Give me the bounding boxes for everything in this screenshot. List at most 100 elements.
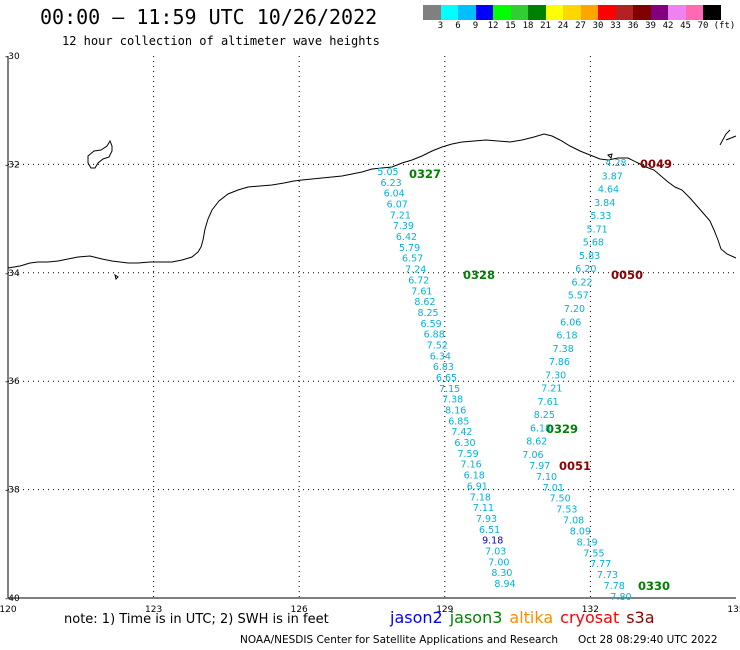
swh-value: 6.20 (575, 264, 596, 275)
swh-value: 7.18 (470, 492, 491, 503)
swh-value: 8.25 (534, 410, 555, 421)
color-scale-bar (423, 5, 721, 20)
legend-entry: s3a (626, 608, 655, 627)
map-frame (7, 56, 736, 599)
kangaroo-island (87, 139, 113, 169)
pass-time-label: 0050 (611, 268, 643, 282)
color-scale-label: 70 (697, 21, 709, 31)
swh-value: 7.61 (411, 286, 432, 297)
swh-value: 7.00 (488, 557, 509, 568)
swh-value: 7.20 (564, 304, 585, 315)
swh-value: 8.09 (570, 526, 591, 537)
color-swatch (510, 5, 528, 20)
color-swatch (475, 5, 493, 20)
lat-lon-grid (8, 56, 736, 598)
color-scale-label: 27 (575, 21, 586, 31)
generated-timestamp: Oct 28 08:29:40 UTC 2022 (578, 634, 718, 646)
swh-value: 6.59 (421, 319, 442, 330)
swh-value: 9.18 (482, 536, 503, 547)
legend-entry: jason3 (449, 608, 503, 627)
swh-value: 8.16 (445, 406, 466, 417)
swh-value: 5.79 (399, 243, 420, 254)
swh-value: 7.52 (427, 340, 448, 351)
swh-value: 7.50 (549, 494, 570, 505)
legend-entry: altika (509, 608, 554, 627)
swh-value: 6.07 (387, 200, 408, 211)
color-swatch (650, 5, 668, 20)
swh-value: 7.61 (538, 397, 559, 408)
swh-value: 7.53 (556, 505, 577, 516)
color-swatch (598, 5, 616, 20)
swh-value: 7.39 (393, 221, 414, 232)
pass-time-labels: 0327 0328 0329 0049 0050 0051 0330 (409, 157, 672, 593)
color-swatch (423, 5, 441, 20)
swh-value: 6.18 (556, 331, 577, 342)
swh-value: 6.22 (571, 277, 592, 288)
legend-entry: jason2 (390, 608, 443, 627)
color-scale-label: 12 (487, 21, 499, 31)
islet-1 (114, 273, 119, 280)
swh-value: 4.64 (598, 185, 619, 196)
swh-value: 7.73 (597, 570, 618, 581)
color-swatch (668, 5, 686, 20)
map-subtitle: 12 hour collection of altimeter wave hei… (62, 34, 380, 48)
color-scale-label: 45 (680, 21, 691, 31)
swh-value: 7.21 (390, 210, 411, 221)
swh-value: 5.71 (587, 224, 608, 235)
color-swatch (633, 5, 651, 20)
color-scale-label: 18 (522, 21, 534, 31)
swh-value: 6.18 (530, 423, 551, 434)
swh-value: 8.94 (494, 579, 515, 590)
color-scale-label: 33 (610, 21, 621, 31)
color-scale-label: 21 (540, 21, 551, 31)
pass-time-label: 0328 (463, 268, 495, 282)
lat-tick-label: -34 (5, 269, 20, 279)
swh-value: 7.86 (549, 357, 570, 368)
islet-2 (607, 153, 613, 159)
color-scale-label: 36 (627, 21, 639, 31)
color-swatch (528, 5, 546, 20)
map-title: 00:00 – 11:59 UTC 10/26/2022 (40, 5, 378, 29)
legend-entry: cryosat (560, 608, 620, 627)
swh-value: 7.59 (457, 449, 478, 460)
color-scale-label: 42 (662, 21, 674, 31)
swh-value: 8.25 (417, 308, 438, 319)
swh-value: 6.30 (454, 438, 475, 449)
lon-tick-label: 135 (727, 605, 740, 615)
swh-value: 8.62 (526, 437, 547, 448)
pass-time-label: 0329 (546, 422, 578, 436)
axis-labels: 120 123 126 129 132 135 -30 -32 -34 -36 -38 -40 (0, 52, 740, 615)
swh-value: 6.65 (436, 373, 457, 384)
swh-value: 8.62 (414, 297, 435, 308)
swh-value: 7.97 (529, 461, 550, 472)
swh-value: 6.88 (424, 330, 445, 341)
color-swatch (615, 5, 633, 20)
altimeter-track-a: 5.056.236.046.077.217.396.425.796.577.24… (377, 167, 515, 590)
lat-tick-label: -38 (5, 486, 20, 496)
lon-tick-label: 120 (0, 605, 17, 615)
color-scale-label: 15 (505, 21, 516, 31)
lon-tick-label: 129 (436, 605, 453, 615)
satellite-legend: jason2 jason3 altika cryosat s3a (390, 608, 662, 627)
swh-value: 5.33 (590, 211, 611, 222)
footnote: note: 1) Time is in UTC; 2) SWH is in fe… (64, 612, 329, 627)
swh-value: 7.24 (405, 265, 426, 276)
mainland-south-coast (7, 133, 737, 269)
swh-value: 8.19 (577, 537, 598, 548)
pass-time-label: 0049 (640, 157, 672, 171)
lat-tick-label: -40 (5, 594, 20, 604)
swh-value: 6.85 (448, 416, 469, 427)
swh-value: 7.15 (439, 384, 460, 395)
swh-value: 7.21 (541, 384, 562, 395)
swh-value: 6.06 (560, 317, 581, 328)
lon-tick-label: 132 (582, 605, 599, 615)
swh-value: 7.55 (583, 548, 604, 559)
swh-value: 6.91 (467, 481, 488, 492)
swh-value: 7.78 (604, 581, 625, 592)
color-swatch (440, 5, 458, 20)
swh-value: 7.16 (461, 460, 482, 471)
pass-time-label: 0051 (559, 459, 591, 473)
swh-value: 7.08 (563, 516, 584, 527)
swh-value: 6.83 (433, 362, 454, 373)
